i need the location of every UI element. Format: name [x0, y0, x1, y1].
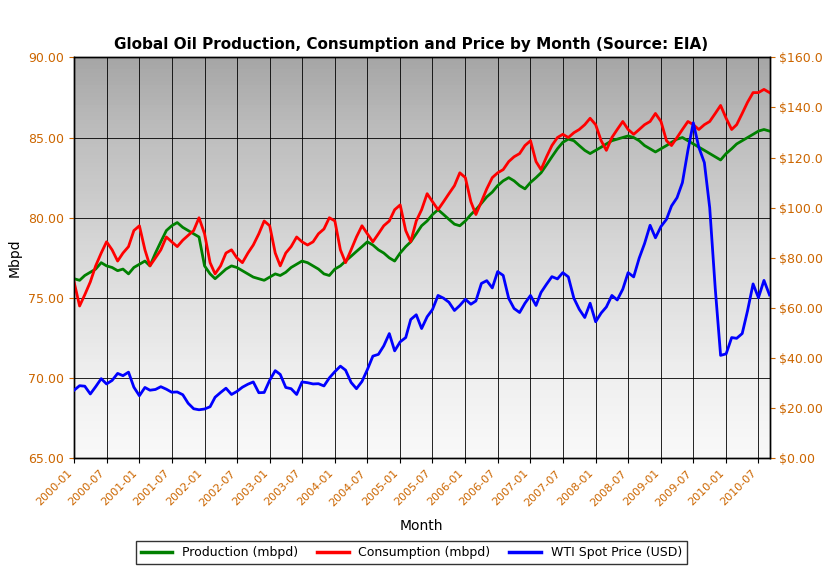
Text: Global Oil Production, Consumption and Price by Month (Source: EIA): Global Oil Production, Consumption and P… [114, 37, 709, 52]
Y-axis label: Mbpd: Mbpd [7, 238, 21, 277]
Legend: Production (mbpd), Consumption (mbpd), WTI Spot Price (USD): Production (mbpd), Consumption (mbpd), W… [136, 541, 687, 564]
X-axis label: Month: Month [400, 519, 444, 533]
